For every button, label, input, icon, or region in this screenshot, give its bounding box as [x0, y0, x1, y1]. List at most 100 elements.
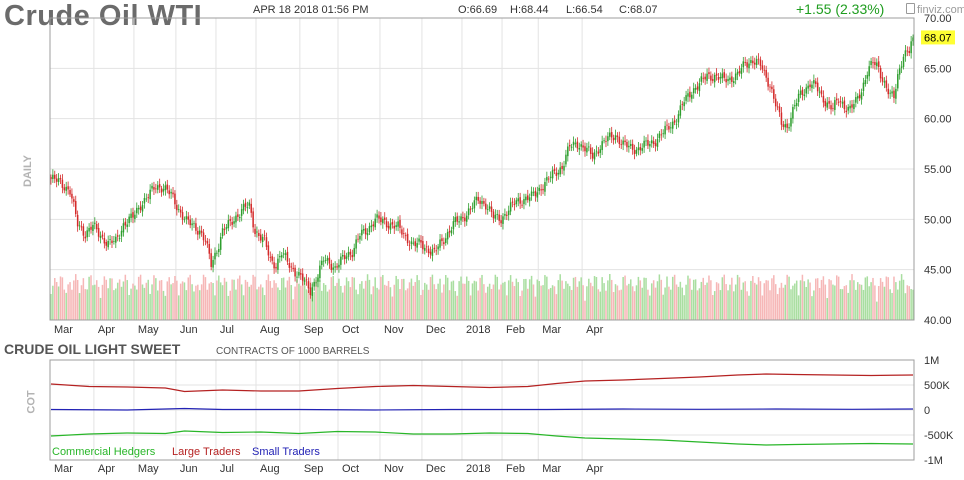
volume-bar — [786, 274, 788, 320]
candle-body — [876, 62, 878, 67]
volume-bar — [378, 289, 380, 320]
candle-body — [94, 222, 96, 224]
volume-bar — [334, 285, 336, 320]
candle-body — [465, 215, 468, 222]
volume-bar — [67, 284, 69, 320]
candle-body — [208, 243, 211, 254]
candle-body — [124, 221, 127, 226]
candle-body — [267, 245, 270, 256]
volume-bar — [97, 286, 100, 320]
candle-body — [713, 75, 716, 83]
volume-bar — [654, 287, 657, 320]
candle-body — [521, 204, 523, 206]
volume-bar — [511, 281, 514, 320]
candle-body — [826, 102, 828, 108]
volume-bar — [521, 290, 523, 320]
volume-bar — [151, 284, 153, 320]
volume-bar — [300, 285, 302, 320]
volume-bar — [856, 282, 859, 320]
price-y-tick-label: 50.00 — [924, 214, 952, 226]
candle-body — [658, 133, 661, 139]
candle-body — [502, 216, 504, 224]
volume-bar — [168, 277, 170, 320]
candle-body — [305, 279, 308, 281]
volume-bar — [69, 282, 71, 320]
volume-bar — [897, 289, 899, 320]
volume-bar — [177, 295, 180, 320]
volume-bar — [424, 282, 426, 320]
candle-body — [740, 68, 743, 75]
candle-body — [298, 272, 300, 276]
candle-body — [452, 221, 455, 230]
candle-body — [82, 226, 85, 236]
candle-body — [80, 226, 83, 228]
candle-body — [616, 135, 619, 138]
candle-body — [223, 229, 226, 231]
volume-bar — [261, 287, 264, 320]
candle-body — [900, 66, 903, 68]
volume-bar — [229, 290, 231, 320]
volume-bar — [677, 286, 680, 320]
volume-bar — [136, 289, 138, 320]
candle-body — [324, 260, 327, 261]
volume-bar — [464, 283, 466, 320]
candle-body — [715, 73, 718, 76]
finviz-logo[interactable]: finviz.com — [906, 3, 964, 16]
candle-body — [614, 135, 617, 140]
candle-body — [286, 251, 289, 262]
volume-bar — [691, 289, 693, 320]
candle-body — [92, 224, 94, 231]
volume-bar — [664, 287, 666, 320]
candle-body — [866, 74, 869, 79]
volume-bar — [542, 285, 544, 320]
volume-bar — [231, 279, 233, 320]
candle-body — [374, 218, 376, 228]
candle-body — [67, 186, 69, 190]
volume-bar — [862, 289, 865, 320]
candle-body — [511, 201, 514, 203]
candle-body — [334, 266, 336, 268]
candle-body — [732, 81, 735, 84]
legend-small: Small Traders — [252, 446, 320, 458]
volume-bar — [475, 281, 478, 320]
volume-bar — [189, 274, 191, 320]
volume-bar — [328, 289, 331, 320]
candle-body — [424, 247, 426, 251]
candle-body — [137, 207, 140, 210]
last-price-badge — [921, 30, 955, 45]
volume-bar — [727, 290, 729, 320]
volume-bar — [797, 295, 800, 320]
volume-bar — [450, 281, 453, 320]
candle-body — [591, 152, 594, 159]
volume-bar — [748, 295, 750, 320]
candle-body — [479, 200, 481, 204]
volume-bar — [155, 278, 157, 320]
price-plot-border — [49, 17, 915, 321]
volume-bar — [670, 289, 672, 320]
candle-body — [383, 217, 386, 220]
volume-bar — [408, 282, 411, 320]
candle-body — [319, 265, 321, 279]
volume-bar — [544, 275, 546, 320]
volume-bar — [895, 282, 897, 320]
volume-bar — [174, 275, 176, 320]
volume-bar — [553, 286, 556, 320]
volume-bar — [530, 275, 533, 320]
candle-body — [385, 221, 388, 228]
volume-bar — [881, 281, 884, 320]
volume-bar — [88, 276, 90, 320]
volume-bar — [618, 290, 621, 320]
volume-bar — [244, 279, 247, 320]
candle-body — [561, 165, 563, 170]
volume-bar — [410, 278, 413, 320]
volume-bar — [353, 277, 355, 320]
volume-bar — [290, 285, 293, 320]
volume-bar — [225, 281, 228, 320]
candle-body — [446, 231, 449, 240]
volume-bar — [721, 277, 724, 320]
volume-bar — [494, 274, 497, 320]
volume-bar — [717, 283, 720, 320]
candle-body — [265, 237, 268, 247]
candle-body — [198, 230, 201, 235]
